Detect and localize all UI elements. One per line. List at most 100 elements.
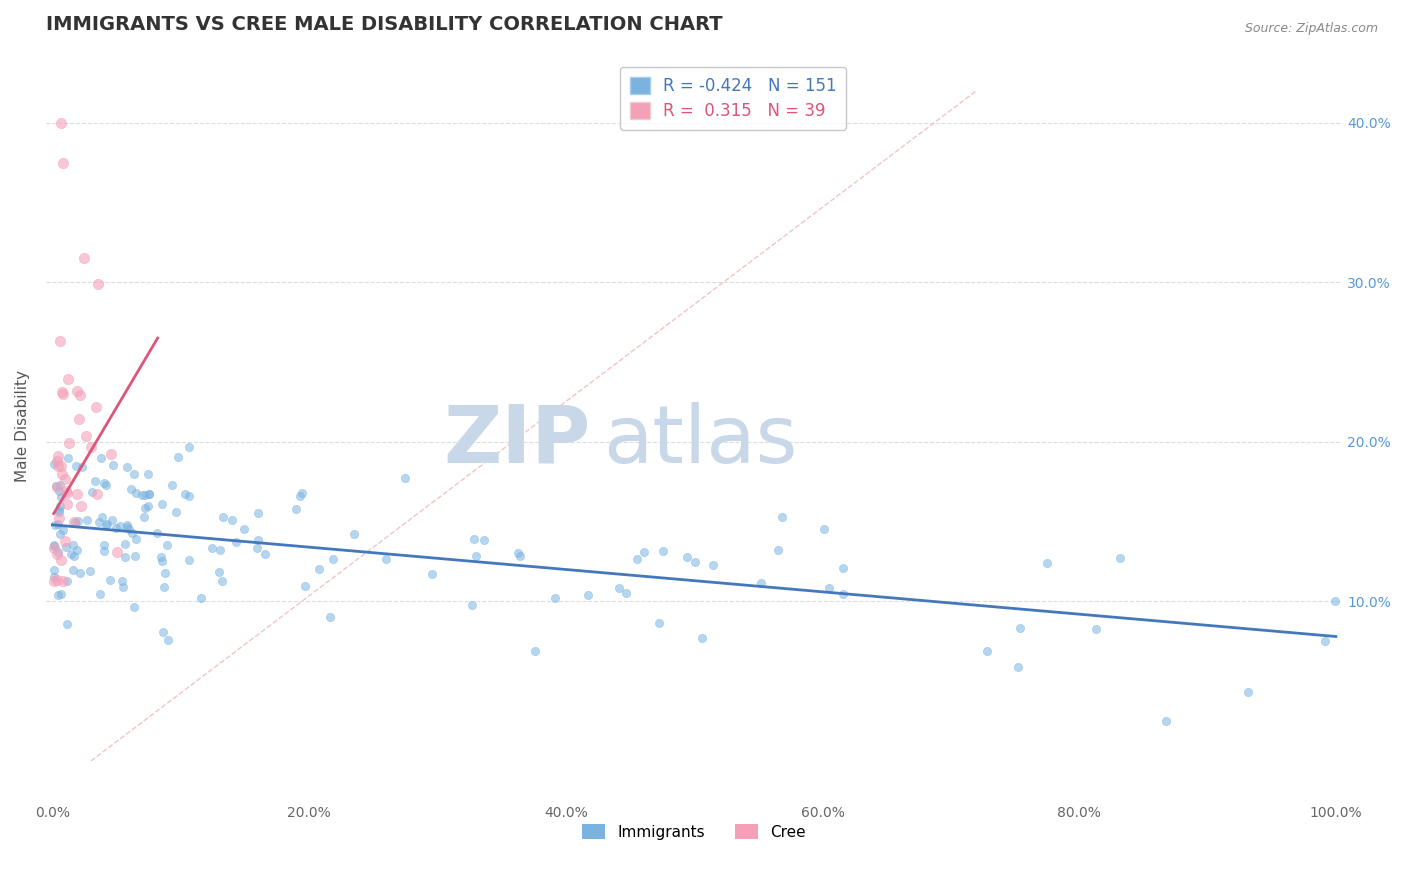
Point bbox=[52, 574, 75, 588]
Point bbox=[138, 486, 160, 500]
Point bbox=[614, 585, 637, 599]
Point bbox=[114, 549, 136, 564]
Point bbox=[44, 518, 66, 533]
Point bbox=[153, 566, 176, 580]
Point bbox=[46, 573, 69, 587]
Point bbox=[308, 562, 330, 576]
Point bbox=[136, 467, 159, 481]
Point bbox=[508, 546, 530, 560]
Point bbox=[509, 549, 531, 563]
Point bbox=[53, 472, 76, 486]
Point bbox=[134, 501, 156, 516]
Point bbox=[49, 334, 72, 349]
Point bbox=[122, 599, 145, 614]
Point bbox=[1109, 550, 1132, 565]
Point bbox=[94, 518, 117, 533]
Point bbox=[42, 563, 65, 577]
Point bbox=[461, 598, 484, 612]
Point bbox=[463, 532, 485, 546]
Point bbox=[100, 447, 122, 461]
Point bbox=[48, 484, 70, 499]
Point bbox=[111, 574, 134, 589]
Point bbox=[124, 549, 146, 563]
Point bbox=[247, 533, 270, 547]
Point bbox=[46, 459, 69, 474]
Point bbox=[114, 537, 136, 551]
Point bbox=[766, 542, 789, 557]
Point bbox=[1315, 633, 1337, 648]
Point bbox=[105, 521, 128, 535]
Point bbox=[48, 505, 70, 519]
Point bbox=[207, 565, 229, 579]
Point bbox=[49, 553, 72, 567]
Point bbox=[121, 526, 143, 541]
Point bbox=[225, 534, 247, 549]
Point bbox=[1008, 621, 1031, 635]
Point bbox=[84, 474, 107, 488]
Point bbox=[75, 428, 97, 442]
Point bbox=[160, 478, 183, 492]
Point bbox=[115, 520, 138, 534]
Point bbox=[60, 547, 83, 561]
Point bbox=[523, 644, 546, 658]
Point bbox=[211, 574, 233, 589]
Point bbox=[166, 505, 188, 519]
Point bbox=[1084, 622, 1107, 636]
Point bbox=[233, 522, 256, 536]
Point bbox=[94, 478, 117, 492]
Point bbox=[322, 551, 344, 566]
Point bbox=[63, 515, 86, 529]
Point bbox=[245, 541, 267, 556]
Point bbox=[55, 540, 77, 554]
Point bbox=[51, 384, 73, 399]
Point bbox=[651, 543, 673, 558]
Point bbox=[65, 459, 87, 474]
Point bbox=[150, 497, 173, 511]
Point bbox=[42, 574, 65, 589]
Point bbox=[125, 486, 148, 500]
Point bbox=[42, 539, 65, 553]
Point bbox=[42, 541, 65, 555]
Point bbox=[80, 441, 103, 455]
Point bbox=[93, 475, 115, 490]
Point bbox=[115, 517, 138, 532]
Point bbox=[576, 588, 599, 602]
Text: IMMIGRANTS VS CREE MALE DISABILITY CORRELATION CHART: IMMIGRANTS VS CREE MALE DISABILITY CORRE… bbox=[46, 15, 723, 34]
Point bbox=[145, 526, 167, 541]
Point bbox=[817, 581, 839, 595]
Point bbox=[111, 580, 134, 594]
Point bbox=[465, 549, 488, 563]
Point bbox=[152, 624, 174, 639]
Point bbox=[49, 458, 72, 473]
Point bbox=[209, 542, 232, 557]
Point bbox=[98, 573, 121, 587]
Point bbox=[675, 549, 697, 564]
Point bbox=[93, 538, 115, 552]
Point bbox=[51, 115, 73, 129]
Text: atlas: atlas bbox=[603, 402, 797, 480]
Point bbox=[831, 561, 853, 575]
Legend: Immigrants, Cree: Immigrants, Cree bbox=[576, 818, 813, 846]
Point bbox=[131, 488, 153, 502]
Point bbox=[685, 555, 707, 569]
Point bbox=[100, 512, 122, 526]
Point bbox=[422, 567, 444, 582]
Point bbox=[108, 518, 131, 533]
Point bbox=[770, 510, 793, 524]
Point bbox=[51, 490, 73, 504]
Point bbox=[156, 632, 179, 647]
Point bbox=[125, 532, 148, 546]
Point bbox=[82, 485, 104, 500]
Point bbox=[132, 510, 155, 524]
Point bbox=[69, 566, 91, 580]
Point bbox=[117, 460, 139, 475]
Point bbox=[167, 450, 190, 464]
Point bbox=[69, 500, 91, 514]
Point bbox=[177, 440, 200, 454]
Point bbox=[66, 514, 89, 528]
Point bbox=[56, 485, 79, 500]
Point bbox=[472, 533, 495, 548]
Point bbox=[212, 510, 235, 524]
Point bbox=[633, 545, 655, 559]
Point bbox=[79, 564, 101, 578]
